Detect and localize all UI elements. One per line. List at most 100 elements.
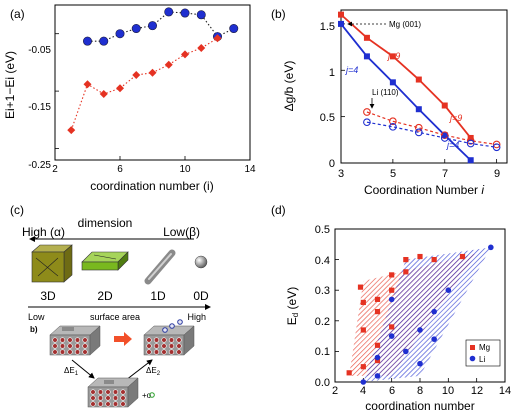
panel-d-xtick-3: 8 xyxy=(417,385,423,397)
panel-b: (b) 3 5 7 9 0 0.5 1 1.5 Coordination Num… xyxy=(271,7,508,197)
atoms-3-atom-0-4 xyxy=(120,389,126,395)
panel-a-series-0-point-2 xyxy=(115,29,125,39)
de1-arrow xyxy=(71,359,95,379)
panel-d-ytick-2: 0.2 xyxy=(315,316,330,328)
low-beta-label: Low(β) xyxy=(163,225,200,239)
slab-adatoms-icon xyxy=(143,319,195,356)
panel-a-series-1-point-5 xyxy=(148,68,157,77)
atoms-2-atom-0-0 xyxy=(146,337,152,343)
panel-d-xtick-2: 6 xyxy=(389,385,395,397)
panel-b-series-2-point-5 xyxy=(492,140,501,149)
label-2d: 2D xyxy=(97,289,113,303)
panel-d-series-0-point-5 xyxy=(374,296,381,302)
panel-d-ytick-5: 0.5 xyxy=(315,224,330,236)
panel-b-series-1-point-1 xyxy=(363,53,370,60)
legend-label-li: Li xyxy=(479,355,485,364)
panel-b-series-3-point-2 xyxy=(414,128,423,137)
de2-arrow xyxy=(125,359,153,381)
atoms-3-atom-0-0 xyxy=(90,389,96,395)
panel-a-ytick-1: -0.15 xyxy=(28,102,51,113)
legend-label-mg: Mg xyxy=(479,343,490,352)
panel-d-series-1-point-2 xyxy=(374,354,381,361)
atoms-3-atom-1-2 xyxy=(105,395,111,401)
panel-b-ytick-2: 1 xyxy=(329,67,335,79)
panel-d-series-0-point-11 xyxy=(389,324,395,330)
panel-d-ticks xyxy=(334,228,506,383)
atoms-2-atom-0-2 xyxy=(161,337,167,343)
panel-a-label: (a) xyxy=(10,7,25,21)
atoms-1-atom-0-1 xyxy=(59,337,66,343)
panel-d-ytick-1: 0.1 xyxy=(315,346,330,358)
panel-b-xtick-3: 9 xyxy=(494,168,500,180)
low-label: Low xyxy=(28,312,45,322)
atoms-2-atom-2-3 xyxy=(168,349,175,355)
panel-b-series-0-point-4 xyxy=(441,102,448,109)
panel-d-series-0-point-9 xyxy=(389,272,395,278)
panel-c-label: (c) xyxy=(10,203,24,217)
panel-a-ticks xyxy=(54,33,251,160)
atoms-1-atom-0-4 xyxy=(82,337,88,343)
atoms-1-atom-2-2 xyxy=(67,349,73,355)
label-0d: 0D xyxy=(193,289,209,303)
atoms-1-atom-0-3 xyxy=(74,337,81,343)
panel-b-series-0-point-2 xyxy=(389,53,396,60)
atoms-2-atom-2-1 xyxy=(153,349,160,355)
panel-b-series-0-point-1 xyxy=(363,34,370,41)
atoms-3-atom-2-2 xyxy=(105,401,111,407)
released-atom-icon xyxy=(149,392,155,398)
panel-b-series-0-point-3 xyxy=(415,76,422,83)
panel-b-series-2-point-1 xyxy=(389,117,397,126)
atoms-2-atom-1-1 xyxy=(153,343,160,349)
panel-b-series-0-point-0 xyxy=(338,11,344,18)
surface-area-label: surface area xyxy=(90,312,140,322)
panel-d-xtick-1: 4 xyxy=(360,385,366,397)
legend-marker-mg xyxy=(470,345,475,350)
atoms-3-atom-2-1 xyxy=(97,401,104,407)
li-annotation: Li (110) xyxy=(372,88,399,97)
cube-3d-icon xyxy=(31,244,73,283)
panel-b-ylabel: Δg/b (eV) xyxy=(282,61,296,112)
panel-b-ytick-1: 0.5 xyxy=(320,112,335,124)
atoms-2-atom-2-2 xyxy=(161,349,167,355)
atoms-3-atom-0-1 xyxy=(97,389,104,395)
panel-d-series-1-point-6 xyxy=(417,360,423,367)
panel-d-series-0-point-16 xyxy=(459,253,466,260)
panel-b-series-3-point-1 xyxy=(389,122,397,131)
panel-d-series-1-point-8 xyxy=(431,308,437,315)
panel-c: (c) dimension High (α) Low(β) 3D 2D 1D xyxy=(10,203,211,408)
atoms-2-atom-2-0 xyxy=(146,349,152,355)
panel-a-xtick-2: 10 xyxy=(179,164,191,175)
panel-d-ytick-3: 0.3 xyxy=(315,285,330,297)
panel-d-series xyxy=(346,244,494,385)
atoms-2-atom-2-4 xyxy=(176,349,182,355)
atoms-2-atom-1-2 xyxy=(161,343,167,349)
atoms-1-atom-2-3 xyxy=(74,349,81,355)
panel-d-series-1-point-3 xyxy=(388,333,395,339)
panel-b-xtick-2: 7 xyxy=(442,168,448,180)
panel-a-series-0-point-3 xyxy=(131,24,141,34)
panel-d-series-0-point-8 xyxy=(374,357,381,364)
atoms-1-atom-2-4 xyxy=(82,349,88,355)
dimension-label: dimension xyxy=(78,216,133,230)
panel-b-series-3-point-5 xyxy=(492,143,501,152)
mg-j4-label: j=4 xyxy=(345,65,358,75)
atoms-1-atom-1-3 xyxy=(74,343,81,349)
panel-d-label: (d) xyxy=(271,203,286,217)
panel-a-xlabel: coordination number (i) xyxy=(90,179,213,193)
rod-1d-icon xyxy=(144,249,176,285)
high-label: High xyxy=(187,312,206,322)
label-3d: 3D xyxy=(40,289,56,303)
atoms-2-atom-1-3 xyxy=(168,343,175,349)
panel-d-xtick-6: 14 xyxy=(499,385,511,397)
atoms-3-atom-1-4 xyxy=(120,395,126,401)
panel-d-series-0-point-10 xyxy=(389,287,395,293)
panel-d-series-1-point-5 xyxy=(403,348,409,355)
atoms-2-atom-1-0 xyxy=(146,343,152,349)
panel-a-series-0-point-7 xyxy=(196,10,206,20)
atom-grid-vacancy xyxy=(90,389,126,407)
panel-b-label: (b) xyxy=(271,7,286,21)
panel-d-series-0-point-13 xyxy=(403,269,409,275)
atoms-3-atom-1-3 xyxy=(112,395,119,401)
panel-b-series-1-point-5 xyxy=(467,157,474,164)
slab-vacancy-icon xyxy=(87,377,139,408)
